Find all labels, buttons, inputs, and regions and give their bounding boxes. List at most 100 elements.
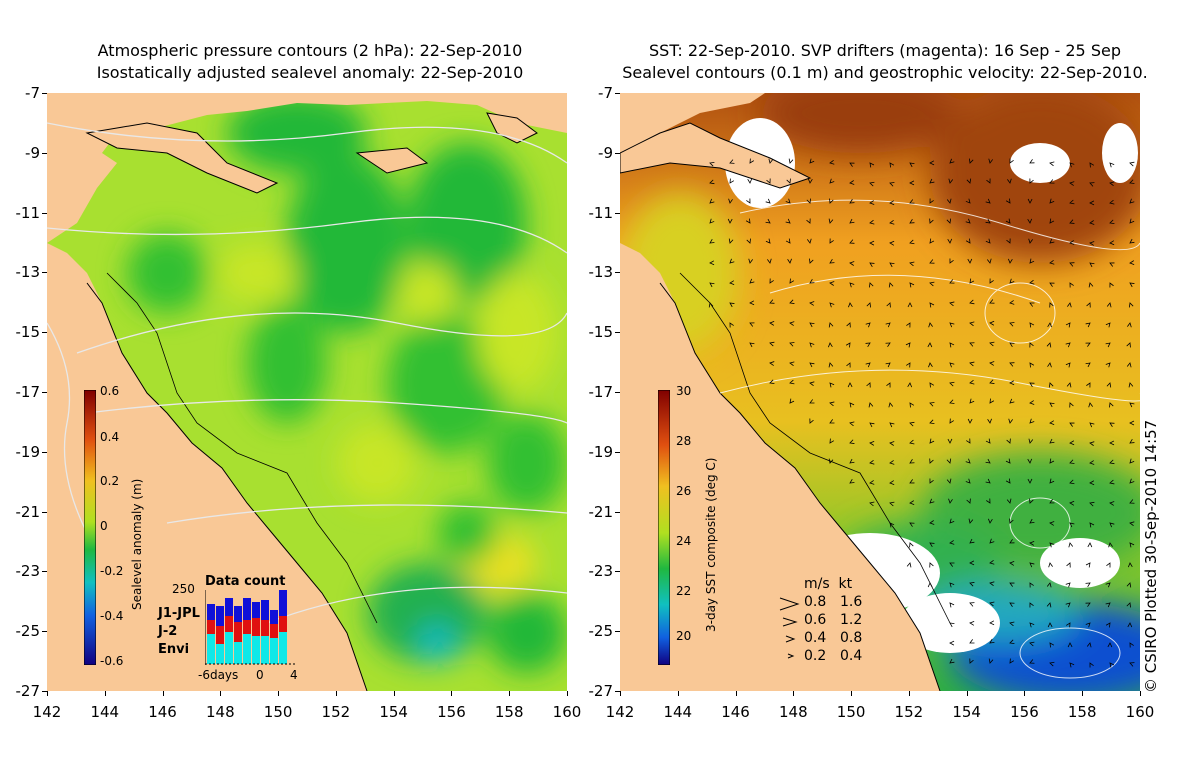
velocity-arrow [1129,218,1135,224]
velocity-arrow [869,282,874,288]
velocity-arrow [865,342,871,348]
right-panel-title: SST: 22-Sep-2010. SVP drifters (magenta)… [600,40,1170,84]
velocity-arrow [909,162,915,168]
velocity-arrow [786,178,791,184]
velocity-arrow [1048,562,1053,568]
left-lat-tick-label: -27 [15,682,41,700]
velocity-arrow [809,418,814,424]
right-lat-tick-mark [615,451,620,453]
island [355,147,429,174]
velocity-arrow [967,258,973,264]
velocity-arrow [989,299,995,304]
velocity-arrow [969,278,975,284]
velocity-arrow [1066,562,1071,568]
velocity-arrow [1069,199,1075,205]
velocity-arrow [1049,179,1055,184]
velocity-arrow [1009,342,1015,347]
velocity-arrow [829,198,834,204]
png-land [47,93,567,243]
velocity-arrow [1027,458,1033,464]
right-lat-tick-mark [615,152,620,154]
velocity-legend-ms: 0.4 [804,630,827,646]
left-lon-tick-mark [509,691,511,696]
velocity-arrow [849,199,855,204]
right-lon-tick-mark [735,691,737,696]
velocity-arrow [909,459,915,464]
velocity-arrow [946,478,952,484]
velocity-arrow [1109,479,1115,485]
velocity-arrow [1065,582,1071,588]
velocity-arrow [969,361,975,367]
velocity-arrow [1027,478,1033,484]
velocity-arrow [1067,642,1073,648]
velocity-arrow [929,562,934,568]
velocity-arrow [1009,602,1015,607]
velocity-arrow [949,640,955,646]
velocity-arrow [745,218,751,224]
velocity-arrow [829,178,835,184]
right-lon-tick-label: 146 [721,703,750,721]
velocity-arrow [889,422,895,428]
velocity-arrow [789,278,795,284]
data-count-title: Data count [205,574,286,589]
velocity-arrow [929,382,935,388]
velocity-arrow [1005,458,1011,464]
velocity-arrow [785,218,791,224]
velocity-arrow [828,458,834,464]
velocity-legend-ms: 0.6 [804,612,827,628]
sealevel-colorbar-title: Sealevel anomaly (m) [130,478,144,610]
data-count-xtick: 4 [290,668,298,682]
velocity-legend-ms: 0.8 [804,594,827,610]
velocity-arrow [1069,181,1075,186]
velocity-arrow [969,398,975,404]
velocity-arrow [965,238,971,244]
velocity-arrow [1007,258,1013,264]
velocity-legend-kt: 1.6 [840,594,863,610]
legend-j2: J-2 [158,624,178,639]
velocity-arrow [988,658,994,664]
velocity-arrow [849,261,855,266]
velocity-arrow [989,601,995,607]
velocity-arrow [1109,219,1115,225]
right-lon-tick-mark [1140,691,1141,696]
velocity-arrow [948,498,953,504]
velocity-arrow [988,158,994,164]
velocity-arrow [929,259,935,264]
velocity-arrow [949,540,955,545]
velocity-arrow [1129,420,1135,426]
velocity-arrow [889,460,895,465]
velocity-arrow [1049,238,1055,244]
velocity-arrow [1009,658,1015,664]
velocity-arrow [1109,199,1115,205]
velocity-arrow [729,302,735,308]
velocity-arrow [949,658,955,664]
velocity-arrow [869,440,875,446]
velocity-arrow [949,301,955,307]
sealevel-tick: -0.4 [100,609,124,623]
geostrophic-velocity-arrows [708,158,1135,668]
velocity-arrow [969,602,975,607]
velocity-arrow [909,239,915,245]
velocity-arrow [1048,382,1054,388]
velocity-arrow [949,342,955,348]
velocity-arrow [907,382,913,388]
velocity-arrow [987,418,992,424]
pressure-contours [47,122,567,624]
velocity-arrow [1009,278,1015,284]
velocity-arrow [968,158,974,164]
velocity-arrow [1086,302,1091,308]
right-lat-tick-label: -15 [588,323,614,342]
velocity-arrow [929,438,935,444]
data-count-bar [243,620,251,634]
velocity-arrow [909,500,915,505]
velocity-arrow [1128,382,1134,388]
left-lat-tick-label: -13 [15,263,41,282]
velocity-arrow [828,322,834,328]
velocity-arrow [787,258,792,264]
velocity-arrow [849,218,855,224]
velocity-arrow [889,522,895,528]
left-lat-tick-label: -9 [25,143,40,162]
velocity-arrow [1068,542,1074,548]
data-count-bar [279,632,287,664]
velocity-arrow [1129,282,1135,288]
